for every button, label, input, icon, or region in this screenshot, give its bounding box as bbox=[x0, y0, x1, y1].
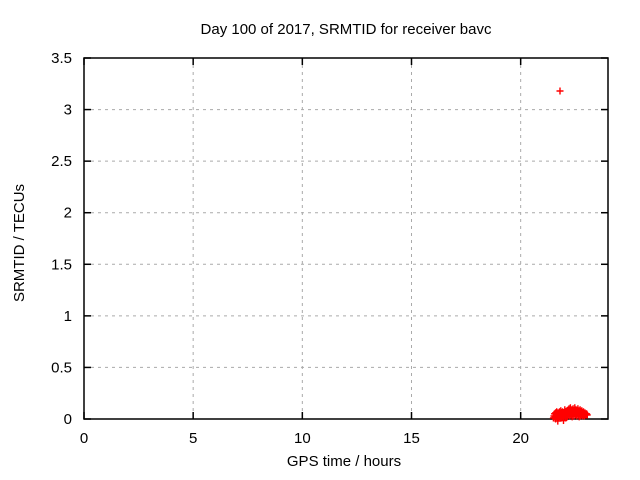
y-tick-label: 1 bbox=[64, 308, 72, 325]
plot-frame bbox=[83, 57, 609, 420]
y-tick-label: 0 bbox=[64, 411, 72, 428]
y-tick-label: 3.5 bbox=[51, 50, 72, 67]
data-point-marker bbox=[556, 87, 564, 95]
y-tick-label: 3 bbox=[64, 102, 72, 119]
grid-layer bbox=[84, 58, 608, 419]
y-tick-label: 2 bbox=[64, 205, 72, 222]
x-axis-label: GPS time / hours bbox=[287, 453, 401, 470]
x-tick-label: 5 bbox=[189, 430, 197, 447]
x-tick-label: 0 bbox=[80, 430, 88, 447]
x-tick-label: 10 bbox=[294, 430, 311, 447]
x-tick-label: 15 bbox=[403, 430, 420, 447]
data-point-layer bbox=[549, 87, 591, 425]
x-tick-label: 20 bbox=[512, 430, 529, 447]
frame-rect bbox=[83, 57, 609, 420]
y-axis-label: SRMTID / TECUs bbox=[11, 184, 28, 302]
data-point-marker bbox=[583, 411, 591, 419]
y-tick-label: 0.5 bbox=[51, 359, 72, 376]
y-tick-label: 2.5 bbox=[51, 153, 72, 170]
tick-label-layer: 0 5 10 15 20 0 0.5 1 1.5 2 2.5 3 3.5 bbox=[51, 50, 529, 447]
chart-title: Day 100 of 2017, SRMTID for receiver bav… bbox=[201, 21, 492, 38]
y-tick-label: 1.5 bbox=[51, 256, 72, 273]
axis-tick-layer bbox=[83, 57, 608, 420]
